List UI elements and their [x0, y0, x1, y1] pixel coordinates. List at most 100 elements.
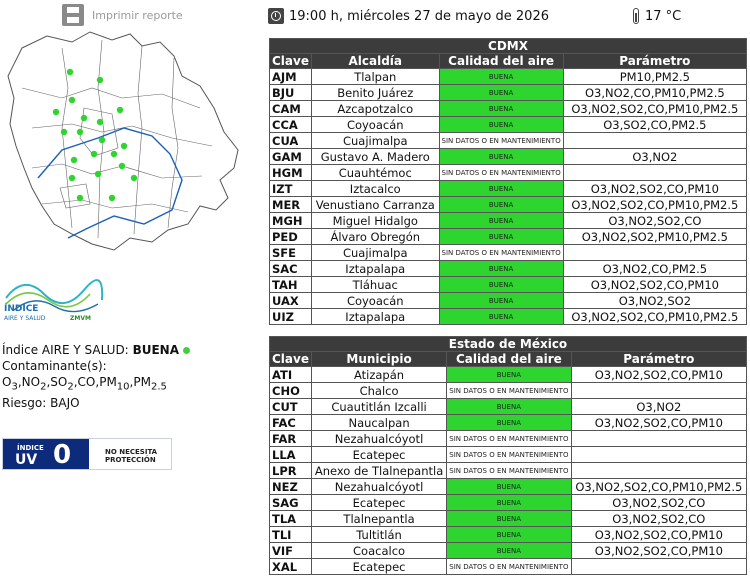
uv-note-line2: PROTECCIÓN — [105, 456, 156, 464]
station-name: Tlalpan — [310, 68, 440, 85]
air-quality: BUENA — [446, 494, 572, 511]
station-code: LPR — [269, 462, 312, 479]
table-row: NEZ Nezahualcóyotl BUENA O3,NO2,SO2,CO,PM10… — [269, 478, 748, 495]
parameters: O3,NO2,SO2,CO,PM10 — [570, 414, 748, 431]
station-code: UAX — [269, 292, 312, 309]
air-quality: BUENA — [446, 398, 572, 415]
parameters: O3,NO2 — [570, 398, 748, 415]
air-quality: BUENA — [438, 180, 564, 197]
station-code: FAC — [269, 414, 312, 431]
col-clave: Clave — [269, 351, 312, 367]
station-name: Nezahualcóyotl — [310, 430, 448, 447]
parameters — [570, 382, 748, 399]
index-line: Índice AIRE Y SALUD: BUENA — [2, 342, 190, 358]
air-quality: SIN DATOS O EN MANTENIMIENTO — [446, 558, 572, 575]
station-name: Chalco — [310, 382, 448, 399]
air-quality: BUENA — [446, 510, 572, 527]
station-name: Álvaro Obregón — [310, 228, 440, 245]
station-name: Iztapalapa — [310, 308, 440, 325]
table-row: MER Venustiano Carranza BUENA O3,NO2,SO2,CO… — [269, 196, 748, 213]
station-code: SAC — [269, 260, 312, 277]
station-code: VIF — [269, 542, 312, 559]
table-row: SAG Ecatepec BUENA O3,NO2,SO2,CO — [269, 494, 748, 511]
temperature: 17 °C — [633, 8, 681, 24]
table-row: HGM Cuauhtémoc SIN DATOS O EN MANTENIMIENT… — [269, 164, 748, 181]
air-summary: Índice AIRE Y SALUD: BUENA Contaminante(… — [2, 342, 190, 411]
air-quality: SIN DATOS O EN MANTENIMIENTO — [438, 164, 564, 181]
station-name: Tultitlán — [310, 526, 448, 543]
air-quality: BUENA — [438, 212, 564, 229]
air-quality: SIN DATOS O EN MANTENIMIENTO — [446, 446, 572, 463]
station-name: Gustavo A. Madero — [310, 148, 440, 165]
station-name: Coacalco — [310, 542, 448, 559]
station-code: UIZ — [269, 308, 312, 325]
air-quality: BUENA — [438, 84, 564, 101]
table-row: TLI Tultitlán BUENA O3,NO2,SO2,CO,PM10 — [269, 526, 748, 543]
parameters: O3,NO2,SO2,PM10,PM2.5 — [562, 228, 748, 245]
station-code: CHO — [269, 382, 312, 399]
station-code: XAL — [269, 558, 312, 575]
parameters — [570, 430, 748, 447]
air-quality: BUENA — [446, 414, 572, 431]
table-row: CUA Cuajimalpa SIN DATOS O EN MANTENIMIENT… — [269, 132, 748, 149]
uv-value: 0 — [53, 440, 72, 470]
station-code: BJU — [269, 84, 312, 101]
station-name: Cuauhtémoc — [310, 164, 440, 181]
station-name: Miguel Hidalgo — [310, 212, 440, 229]
logo-subtitle: AIRE Y SALUD — [4, 315, 46, 322]
table-row: MGH Miguel Hidalgo BUENA O3,NO2,SO2,CO — [269, 212, 748, 229]
table-row: PED Álvaro Obregón BUENA O3,NO2,SO2,PM10,PM… — [269, 228, 748, 245]
air-quality: BUENA — [438, 116, 564, 133]
table-row: CAM Azcapotzalco BUENA O3,NO2,SO2,CO,PM10,P… — [269, 100, 748, 117]
parameters: O3,NO2,SO2,CO,PM10 — [570, 542, 748, 559]
printer-icon — [62, 4, 84, 26]
table-row: CHO Chalco SIN DATOS O EN MANTENIMIENTO — [269, 382, 748, 399]
station-code: MER — [269, 196, 312, 213]
parameters: O3,NO2,CO,PM10,PM2.5 — [562, 84, 748, 101]
uv-index-badge: ÍNDICE UV 0 NO NECESITA PROTECCIÓN — [2, 438, 172, 470]
parameters: O3,NO2,SO2,CO,PM10,PM2.5 — [562, 196, 748, 213]
table-row: FAC Naucalpan BUENA O3,NO2,SO2,CO,PM10 — [269, 414, 748, 431]
station-code: HGM — [269, 164, 312, 181]
stations-map[interactable] — [2, 28, 242, 256]
col-parametro: Parámetro — [562, 53, 748, 69]
parameters: O3,NO2,SO2,CO,PM10 — [570, 366, 748, 383]
col-calidad: Calidad del aire — [446, 351, 572, 367]
col-clave: Clave — [269, 53, 312, 69]
clock-icon — [268, 8, 284, 24]
parameters: O3,NO2,SO2,CO — [570, 494, 748, 511]
air-quality: BUENA — [438, 100, 564, 117]
station-name: Iztapalapa — [310, 260, 440, 277]
uv-label: UV — [15, 452, 38, 468]
station-code: CCA — [269, 116, 312, 133]
station-code: MGH — [269, 212, 312, 229]
station-code: NEZ — [269, 478, 312, 495]
station-code: PED — [269, 228, 312, 245]
station-name: Venustiano Carranza — [310, 196, 440, 213]
station-name: Tláhuac — [310, 276, 440, 293]
air-quality: BUENA — [438, 292, 564, 309]
col-municipio: Municipio — [310, 351, 448, 367]
map-outline — [7, 31, 239, 251]
air-quality: BUENA — [438, 276, 564, 293]
table-row: LPR Anexo de Tlalnepantla SIN DATOS O EN M… — [269, 462, 748, 479]
air-quality: BUENA — [438, 68, 564, 85]
print-report-button[interactable]: Imprimir reporte — [62, 4, 183, 26]
air-quality: BUENA — [446, 542, 572, 559]
parameters — [570, 462, 748, 479]
edomex-table-title: Estado de México — [269, 336, 747, 352]
parameters: O3,NO2,SO2,CO,PM10 — [570, 526, 748, 543]
station-name: Coyoacán — [310, 292, 440, 309]
risk-line: Riesgo: BAJO — [2, 395, 190, 411]
thermometer-icon — [633, 8, 639, 24]
print-report-label: Imprimir reporte — [92, 8, 183, 22]
uv-index-label: ÍNDICE — [17, 444, 44, 452]
table-row: TAH Tláhuac BUENA O3,NO2,SO2,CO,PM10 — [269, 276, 748, 293]
table-row: XAL Ecatepec SIN DATOS O EN MANTENIMIENTO — [269, 558, 748, 575]
table-row: FAR Nezahualcóyotl SIN DATOS O EN MANTENIM… — [269, 430, 748, 447]
table-row: SFE Cuajimalpa SIN DATOS O EN MANTENIMIENT… — [269, 244, 748, 261]
station-name: Coyoacán — [310, 116, 440, 133]
table-row: LLA Ecatepec SIN DATOS O EN MANTENIMIENTO — [269, 446, 748, 463]
parameters — [562, 164, 748, 181]
index-value: BUENA — [132, 343, 179, 357]
